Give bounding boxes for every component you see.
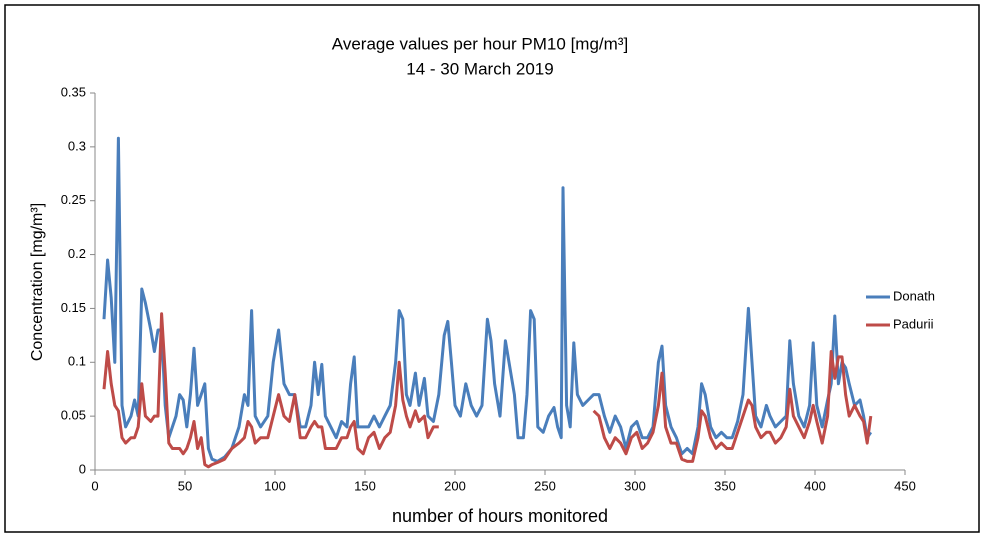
chart-title: Average values per hour PM10 [mg/m³] — [332, 34, 628, 53]
x-tick-label: 0 — [91, 478, 98, 493]
x-tick-label: 300 — [624, 478, 646, 493]
legend-label: Padurii — [893, 316, 934, 331]
y-tick-label: 0.15 — [61, 300, 86, 315]
y-tick-label: 0.35 — [61, 84, 86, 99]
chart-frame — [4, 4, 980, 533]
x-tick-label: 450 — [894, 478, 916, 493]
y-tick-label: 0.1 — [68, 354, 86, 369]
y-tick-label: 0.05 — [61, 408, 86, 423]
x-tick-label: 150 — [354, 478, 376, 493]
x-tick-label: 350 — [714, 478, 736, 493]
x-tick-label: 100 — [264, 478, 286, 493]
chart-subtitle: 14 - 30 March 2019 — [406, 59, 553, 78]
x-axis-label: number of hours monitored — [392, 506, 608, 526]
y-tick-label: 0 — [79, 461, 86, 476]
y-tick-label: 0.3 — [68, 138, 86, 153]
y-axis-label: Concentration [mg/m³] — [29, 203, 46, 361]
y-tick-label: 0.2 — [68, 246, 86, 261]
data-line — [102, 312, 873, 469]
x-tick-label: 250 — [534, 478, 556, 493]
legend-label: Donath — [893, 288, 935, 303]
y-tick-label: 0.25 — [61, 192, 86, 207]
x-tick-label: 400 — [804, 478, 826, 493]
x-tick-label: 50 — [178, 478, 192, 493]
data-line — [102, 136, 873, 463]
x-tick-label: 200 — [444, 478, 466, 493]
